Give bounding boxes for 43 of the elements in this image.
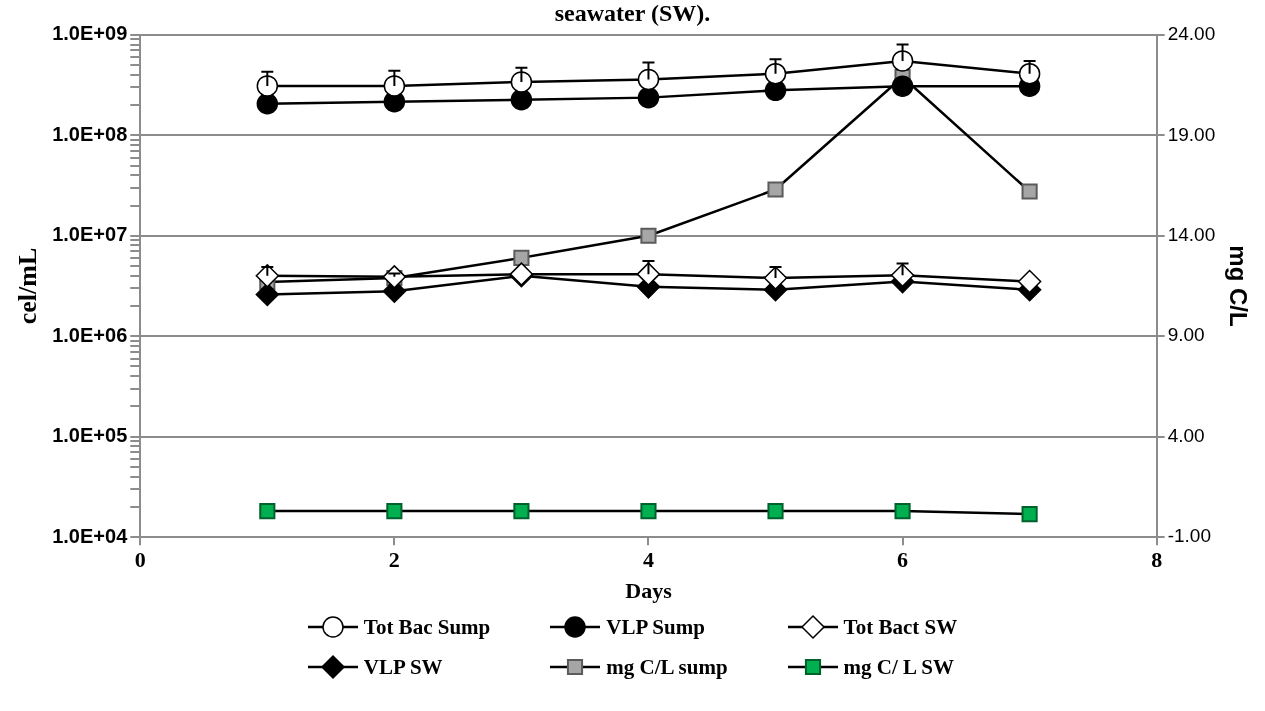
point [637, 68, 660, 91]
y2-tick-label: 19.00 [1167, 123, 1216, 145]
y-tick-label: 1.0E+04 [52, 524, 129, 547]
y2-tick-label: 14.00 [1167, 223, 1216, 245]
point [383, 75, 406, 97]
x-tick-label: 2 [388, 547, 400, 573]
y2-tick-label: 4.00 [1167, 424, 1205, 446]
y-axis-title: cel/mL [13, 247, 43, 325]
point [891, 75, 914, 97]
point [256, 92, 279, 115]
y-tick-label: 1.0E+05 [52, 424, 128, 447]
point [636, 262, 661, 286]
chart-title: seawater (SW). [554, 0, 711, 26]
point [255, 264, 280, 288]
legend-label: Tot Bac Sump [363, 614, 491, 640]
point [764, 62, 787, 85]
y2-tick-label: 9.00 [1167, 324, 1205, 346]
y2-axis-title: mg C/L [1224, 245, 1252, 327]
point [890, 263, 915, 287]
point [1017, 269, 1042, 294]
legend-label: mg C/ L SW [843, 654, 954, 680]
y2-tick-label: 24.00 [1167, 23, 1216, 45]
y-tick-label: 1.0E+08 [52, 122, 128, 145]
legend-label: mg C/L sump [606, 654, 728, 680]
x-axis-title: Days [625, 578, 673, 604]
x-tick-label: 4 [642, 547, 654, 573]
x-tick-label: 8 [1151, 547, 1163, 573]
point [763, 266, 788, 290]
x-tick-label: 6 [897, 547, 909, 573]
point [255, 282, 280, 307]
point [637, 86, 660, 109]
y2-tick-label: -1.00 [1167, 525, 1211, 547]
y-tick-label: 1.0E+07 [52, 223, 128, 246]
point [510, 71, 533, 93]
y-tick-label: 1.0E+06 [52, 323, 128, 346]
legend-label: VLP Sump [606, 614, 705, 640]
legend-label: VLP SW [363, 654, 443, 680]
x-tick-label: 0 [134, 547, 146, 573]
point [891, 50, 914, 72]
legend-label: Tot Bact SW [843, 614, 958, 640]
y-tick-label: 1.0E+09 [52, 22, 128, 45]
point [256, 75, 279, 97]
point [510, 88, 533, 111]
